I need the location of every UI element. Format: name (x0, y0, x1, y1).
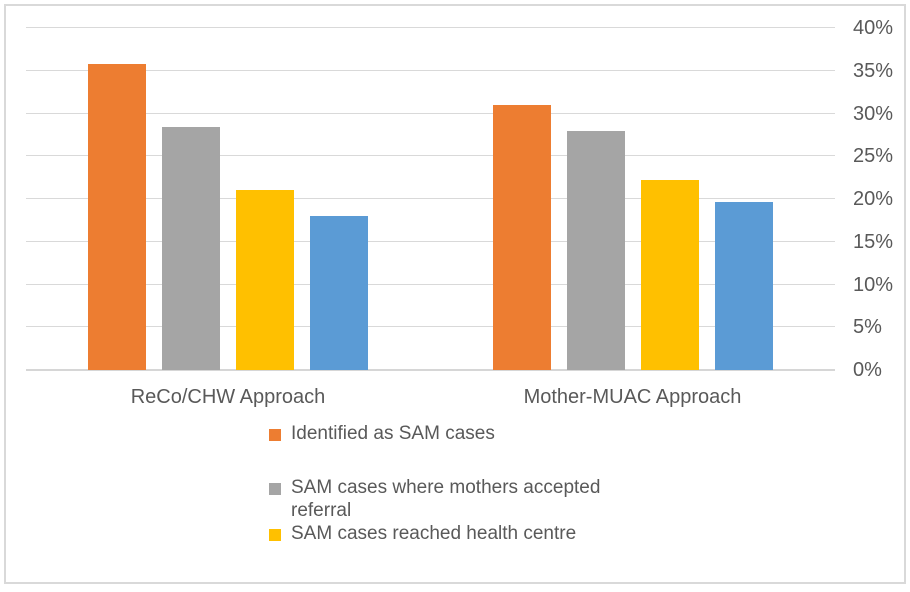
gridline-20pct (26, 198, 835, 199)
y-tick-label-40pct: 40% (853, 17, 894, 39)
bar-category1-series3 (715, 201, 773, 370)
legend-item-reached-health-centre: SAM cases reached health centre (269, 522, 621, 545)
legend-swatch-orange (269, 429, 281, 441)
gridline-5pct (26, 326, 835, 328)
y-tick-label-15pct: 15% (853, 230, 894, 253)
legend-label: Identified as SAM cases (291, 423, 495, 444)
legend-swatch-yellow (269, 529, 281, 541)
y-tick-label-25pct: 25% (853, 145, 894, 168)
legend-label: SAM cases where mothers accepted referra… (291, 477, 601, 521)
y-tick-label-30pct: 30% (853, 102, 894, 125)
gridline-35pct (26, 69, 835, 71)
y-tick-label-10pct: 10% (853, 273, 894, 296)
legend-item-mothers-accepted-referral: SAM cases where mothers accepted referra… (269, 476, 621, 522)
gridline-15pct (26, 240, 835, 242)
gridline-40pct (26, 27, 835, 28)
legend-swatch-gray (269, 483, 281, 495)
y-tick-label-0pct: 0% (853, 359, 882, 381)
gridline-10pct (26, 283, 835, 285)
bar-category1-series2 (641, 180, 699, 370)
bar-category0-series2 (236, 189, 294, 370)
legend-item-identified-as-sam-cases: Identified as SAM cases (269, 422, 621, 445)
gridline-25pct (26, 155, 835, 157)
gridline-30pct (26, 112, 835, 114)
bar-category0-series0 (88, 63, 146, 370)
y-tick-label-20pct: 20% (853, 188, 894, 210)
x-axis-baseline (26, 369, 835, 371)
bar-category0-series1 (162, 127, 220, 370)
legend-label: SAM cases reached health centre (291, 523, 577, 544)
bar-category1-series1 (567, 130, 625, 370)
category-label-1: Mother-MUAC Approach (523, 386, 742, 408)
bar-category1-series0 (493, 104, 551, 370)
y-tick-label-35pct: 35% (853, 59, 894, 82)
y-tick-label-5pct: 5% (853, 316, 882, 339)
bar-category0-series3 (310, 216, 368, 370)
category-label-0: ReCo/CHW Approach (130, 386, 326, 408)
